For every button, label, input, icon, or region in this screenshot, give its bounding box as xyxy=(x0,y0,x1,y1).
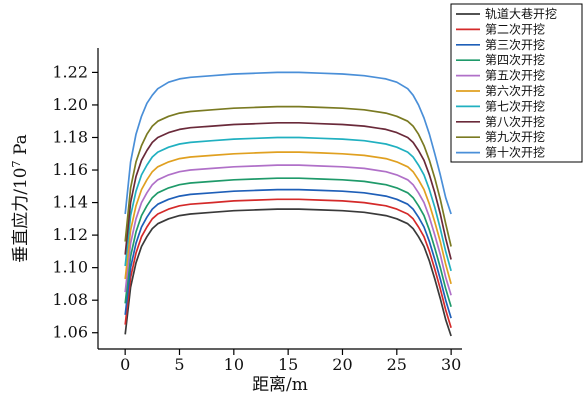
legend-label: 第二次开挖 xyxy=(485,21,545,36)
x-tick-label: 20 xyxy=(332,355,352,374)
y-axis-title-main: 垂直应力/10 xyxy=(11,167,31,262)
y-tick-label: 1.18 xyxy=(52,127,88,146)
series-line xyxy=(124,177,452,307)
y-ticks: 1.06 1.08 1.10 1.12 1.14 1.16 1.18 1.20 1.22 xyxy=(52,62,98,342)
series-line xyxy=(124,164,452,296)
legend-label: 第八次开挖 xyxy=(485,114,545,129)
y-tick-label: 1.20 xyxy=(52,95,88,114)
x-axis-title: 距离/m xyxy=(252,375,308,395)
x-tick-label: 0 xyxy=(120,355,130,374)
x-tick-label: 10 xyxy=(224,355,244,374)
y-tick-label: 1.06 xyxy=(52,323,88,342)
legend-label: 第四次开挖 xyxy=(485,52,545,67)
x-tick-label: 15 xyxy=(278,355,298,374)
series-line xyxy=(124,151,452,285)
legend: 轨道大巷开挖第二次开挖第三次开挖第四次开挖第五次开挖第六次开挖第七次开挖第八次开… xyxy=(450,3,583,163)
y-tick-label: 1.08 xyxy=(52,290,88,309)
series-line xyxy=(124,105,452,247)
legend-label: 第六次开挖 xyxy=(485,83,545,98)
y-axis-title-exponent: 7 xyxy=(10,160,23,167)
x-tick-label: 25 xyxy=(387,355,407,374)
legend-label: 第三次开挖 xyxy=(485,37,545,52)
y-tick-label: 1.16 xyxy=(52,160,88,179)
legend-label: 轨道大巷开挖 xyxy=(485,6,557,21)
series-line xyxy=(124,136,452,272)
legend-label: 第九次开挖 xyxy=(485,129,545,144)
y-tick-label: 1.22 xyxy=(52,62,88,81)
series-line xyxy=(124,121,452,260)
series-line xyxy=(124,188,452,319)
legend-box xyxy=(450,3,583,163)
plot-lines xyxy=(124,71,452,337)
series-line xyxy=(124,198,452,329)
y-tick-label: 1.12 xyxy=(52,225,88,244)
x-tick-label: 5 xyxy=(174,355,184,374)
y-axis-title: 垂直应力/107 Pa xyxy=(10,134,32,263)
y-tick-label: 1.14 xyxy=(52,193,88,212)
series-line xyxy=(124,208,452,337)
legend-label: 第五次开挖 xyxy=(485,68,545,83)
x-ticks: 0 5 10 15 20 25 30 xyxy=(120,349,461,374)
y-tick-label: 1.10 xyxy=(52,258,88,277)
legend-label: 第七次开挖 xyxy=(485,98,545,113)
legend-label: 第十次开挖 xyxy=(485,145,545,160)
x-tick-label: 30 xyxy=(441,355,461,374)
axes xyxy=(97,48,462,350)
y-axis-title-unit: Pa xyxy=(11,134,31,160)
series-line xyxy=(124,71,452,215)
